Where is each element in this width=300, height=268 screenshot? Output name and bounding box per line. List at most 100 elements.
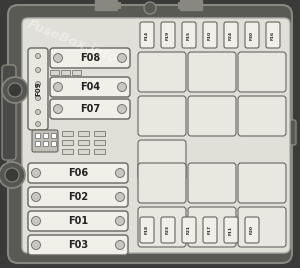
FancyBboxPatch shape (182, 22, 196, 48)
FancyBboxPatch shape (188, 163, 236, 203)
FancyBboxPatch shape (50, 48, 130, 68)
Bar (94, 131, 105, 136)
Text: F23: F23 (166, 226, 170, 234)
FancyBboxPatch shape (224, 217, 238, 243)
Circle shape (32, 240, 40, 250)
Text: F16: F16 (271, 31, 275, 39)
Text: F14: F14 (145, 31, 149, 40)
FancyBboxPatch shape (161, 22, 175, 48)
FancyBboxPatch shape (287, 120, 296, 145)
Circle shape (32, 217, 40, 225)
Bar (78, 140, 89, 145)
Bar (51, 133, 56, 138)
Bar (108, 2, 120, 8)
Circle shape (35, 81, 40, 87)
FancyBboxPatch shape (140, 22, 154, 48)
Text: F07: F07 (80, 104, 100, 114)
FancyBboxPatch shape (238, 96, 286, 136)
Text: F30: F30 (250, 31, 254, 39)
Bar (62, 131, 73, 136)
Circle shape (5, 168, 19, 182)
Text: F24: F24 (229, 31, 233, 39)
Circle shape (53, 105, 62, 114)
Circle shape (118, 54, 127, 62)
FancyBboxPatch shape (238, 207, 286, 247)
Text: F06: F06 (68, 168, 88, 178)
Circle shape (32, 169, 40, 177)
Bar (94, 149, 105, 154)
Circle shape (116, 240, 124, 250)
FancyBboxPatch shape (245, 22, 259, 48)
Text: F01: F01 (68, 216, 88, 226)
Circle shape (118, 105, 127, 114)
FancyBboxPatch shape (238, 52, 286, 92)
Bar (51, 141, 56, 146)
Circle shape (53, 83, 62, 91)
FancyBboxPatch shape (28, 48, 48, 130)
FancyBboxPatch shape (161, 217, 175, 243)
Text: F18: F18 (145, 225, 149, 234)
FancyBboxPatch shape (28, 187, 128, 207)
Circle shape (53, 54, 62, 62)
FancyBboxPatch shape (28, 235, 128, 255)
FancyBboxPatch shape (28, 163, 128, 183)
FancyBboxPatch shape (8, 5, 292, 263)
Bar (62, 149, 73, 154)
FancyBboxPatch shape (188, 207, 236, 247)
FancyBboxPatch shape (140, 217, 154, 243)
FancyBboxPatch shape (138, 163, 186, 203)
Text: F04: F04 (80, 82, 100, 92)
Bar (94, 140, 105, 145)
FancyBboxPatch shape (238, 163, 286, 203)
Text: F17: F17 (208, 225, 212, 234)
FancyBboxPatch shape (138, 96, 186, 136)
Bar (50, 70, 59, 75)
Text: F21: F21 (187, 225, 191, 234)
Bar (35, 133, 40, 138)
Circle shape (118, 83, 127, 91)
Circle shape (35, 95, 40, 100)
FancyBboxPatch shape (138, 207, 186, 247)
FancyBboxPatch shape (50, 99, 130, 119)
FancyBboxPatch shape (32, 130, 58, 152)
Bar (95, 0, 117, 10)
FancyBboxPatch shape (203, 22, 217, 48)
Bar (78, 131, 89, 136)
FancyBboxPatch shape (50, 77, 130, 97)
Bar (61, 70, 70, 75)
Text: F15: F15 (187, 31, 191, 39)
Circle shape (144, 2, 156, 14)
Circle shape (8, 83, 22, 97)
Bar (72, 70, 81, 75)
Circle shape (116, 192, 124, 202)
Bar (180, 0, 202, 10)
Circle shape (35, 54, 40, 58)
FancyBboxPatch shape (138, 52, 186, 92)
FancyBboxPatch shape (28, 211, 128, 231)
FancyBboxPatch shape (22, 18, 290, 253)
FancyBboxPatch shape (138, 140, 186, 180)
Bar (43, 133, 48, 138)
Text: FuseBox.info: FuseBox.info (25, 18, 119, 66)
FancyBboxPatch shape (2, 65, 16, 160)
FancyBboxPatch shape (245, 217, 259, 243)
Bar (43, 141, 48, 146)
Text: F03: F03 (68, 240, 88, 250)
FancyBboxPatch shape (266, 22, 280, 48)
Text: F09: F09 (35, 82, 41, 96)
Text: F10: F10 (208, 31, 212, 40)
Bar (62, 140, 73, 145)
FancyBboxPatch shape (188, 52, 236, 92)
Circle shape (35, 68, 40, 73)
Text: F02: F02 (68, 192, 88, 202)
FancyBboxPatch shape (182, 217, 196, 243)
Text: F11: F11 (229, 225, 233, 234)
Circle shape (116, 217, 124, 225)
Text: F08: F08 (80, 53, 100, 63)
Circle shape (2, 77, 28, 103)
FancyBboxPatch shape (203, 217, 217, 243)
Circle shape (35, 110, 40, 114)
Bar (78, 149, 89, 154)
Circle shape (32, 192, 40, 202)
Circle shape (0, 162, 25, 188)
